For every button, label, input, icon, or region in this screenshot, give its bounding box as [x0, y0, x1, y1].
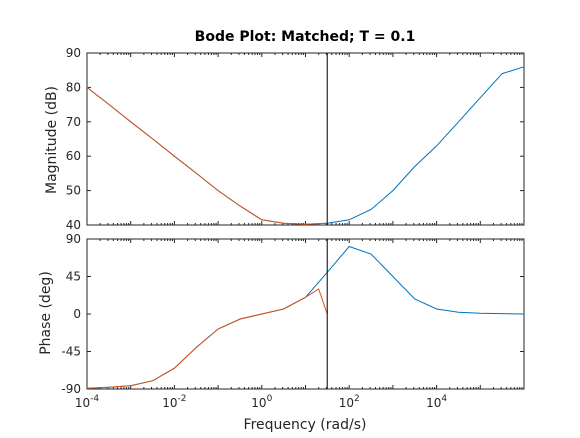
frequency-xtick-label: 102 — [339, 394, 360, 410]
frequency-xtick-label: 10-2 — [162, 394, 186, 410]
frequency-xtick-label: 100 — [251, 394, 272, 410]
magnitude-ytick-label: 40 — [66, 218, 81, 232]
magnitude-ylabel: Magnitude (dB) — [44, 86, 60, 194]
frequency-xtick-label: 10-4 — [75, 394, 100, 410]
phase-axes: -90 -45 0 45 90 10-4 10-2 100 102 104 — [61, 232, 525, 410]
frequency-xtick-label: 104 — [426, 394, 447, 410]
magnitude-ytick-label: 60 — [66, 149, 81, 163]
magnitude-series-2-line — [86, 87, 328, 225]
magnitude-ytick-label: 70 — [66, 115, 81, 129]
frequency-xlabel: Frequency (rad/s) — [244, 417, 367, 433]
chart-title: Bode Plot: Matched; T = 0.1 — [195, 29, 416, 45]
magnitude-ytick-label: 50 — [66, 184, 81, 198]
phase-ytick-label: 90 — [66, 232, 81, 246]
phase-axes-box — [86, 238, 525, 390]
phase-ytick-label: -45 — [61, 345, 81, 359]
phase-ytick-label: 0 — [73, 307, 81, 321]
magnitude-axes: 40 50 60 70 80 90 — [66, 46, 525, 232]
phase-series-2-line — [86, 288, 328, 389]
phase-ylabel: Phase (deg) — [38, 271, 54, 355]
phase-ytick-label: -90 — [61, 382, 81, 396]
magnitude-axes-box — [86, 52, 525, 226]
magnitude-ytick-label: 80 — [66, 80, 81, 94]
phase-ytick-label: 45 — [66, 270, 81, 284]
magnitude-ytick-label: 90 — [66, 46, 81, 60]
